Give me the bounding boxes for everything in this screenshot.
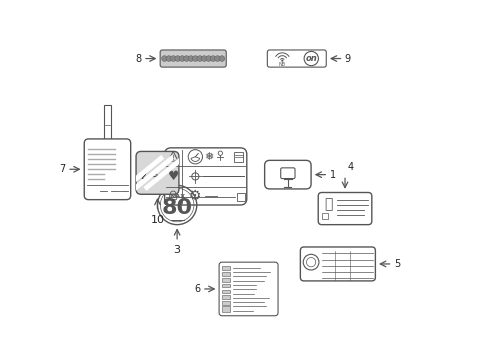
Bar <box>234 152 243 162</box>
Circle shape <box>166 56 172 62</box>
Bar <box>237 193 245 201</box>
Circle shape <box>210 56 216 62</box>
Bar <box>103 105 111 139</box>
Circle shape <box>219 56 225 62</box>
Text: 10: 10 <box>150 215 165 225</box>
Circle shape <box>184 56 190 62</box>
Text: on: on <box>305 54 317 63</box>
Text: 4: 4 <box>348 162 354 172</box>
Circle shape <box>201 56 207 62</box>
Circle shape <box>171 56 176 62</box>
Circle shape <box>162 56 167 62</box>
FancyBboxPatch shape <box>265 160 311 189</box>
Text: 5: 5 <box>394 259 400 269</box>
Text: ❅: ❅ <box>204 152 213 162</box>
FancyBboxPatch shape <box>318 193 372 225</box>
Text: !: ! <box>172 155 174 161</box>
Text: ⚙: ⚙ <box>189 189 201 203</box>
Text: NB: NB <box>279 62 286 67</box>
Bar <box>222 289 230 293</box>
FancyBboxPatch shape <box>136 152 179 194</box>
Text: 80: 80 <box>162 198 193 218</box>
FancyBboxPatch shape <box>165 148 247 205</box>
Bar <box>222 295 230 299</box>
FancyBboxPatch shape <box>170 195 177 200</box>
FancyBboxPatch shape <box>219 262 278 316</box>
FancyBboxPatch shape <box>268 50 326 67</box>
Text: 9: 9 <box>345 54 351 64</box>
Circle shape <box>215 56 220 62</box>
Text: 8: 8 <box>135 54 142 64</box>
Bar <box>222 301 230 305</box>
Circle shape <box>193 56 198 62</box>
Circle shape <box>188 56 194 62</box>
Bar <box>222 284 230 287</box>
Bar <box>222 272 230 276</box>
Text: 2: 2 <box>140 171 146 181</box>
Bar <box>222 266 230 270</box>
Text: ♥: ♥ <box>168 170 179 183</box>
Bar <box>222 306 230 312</box>
Text: 7: 7 <box>59 164 66 174</box>
Text: ⛽: ⛽ <box>325 198 333 212</box>
Text: MAX: MAX <box>169 194 185 199</box>
FancyBboxPatch shape <box>160 50 226 67</box>
Circle shape <box>206 56 212 62</box>
Bar <box>222 278 230 282</box>
Circle shape <box>197 56 203 62</box>
Circle shape <box>179 56 185 62</box>
Text: 1: 1 <box>330 170 336 180</box>
Text: 6: 6 <box>195 284 200 294</box>
Circle shape <box>175 56 181 62</box>
Text: 3: 3 <box>173 246 181 255</box>
FancyBboxPatch shape <box>281 168 295 179</box>
Bar <box>322 213 328 219</box>
FancyBboxPatch shape <box>300 247 375 281</box>
FancyBboxPatch shape <box>84 139 131 200</box>
Circle shape <box>281 60 283 62</box>
